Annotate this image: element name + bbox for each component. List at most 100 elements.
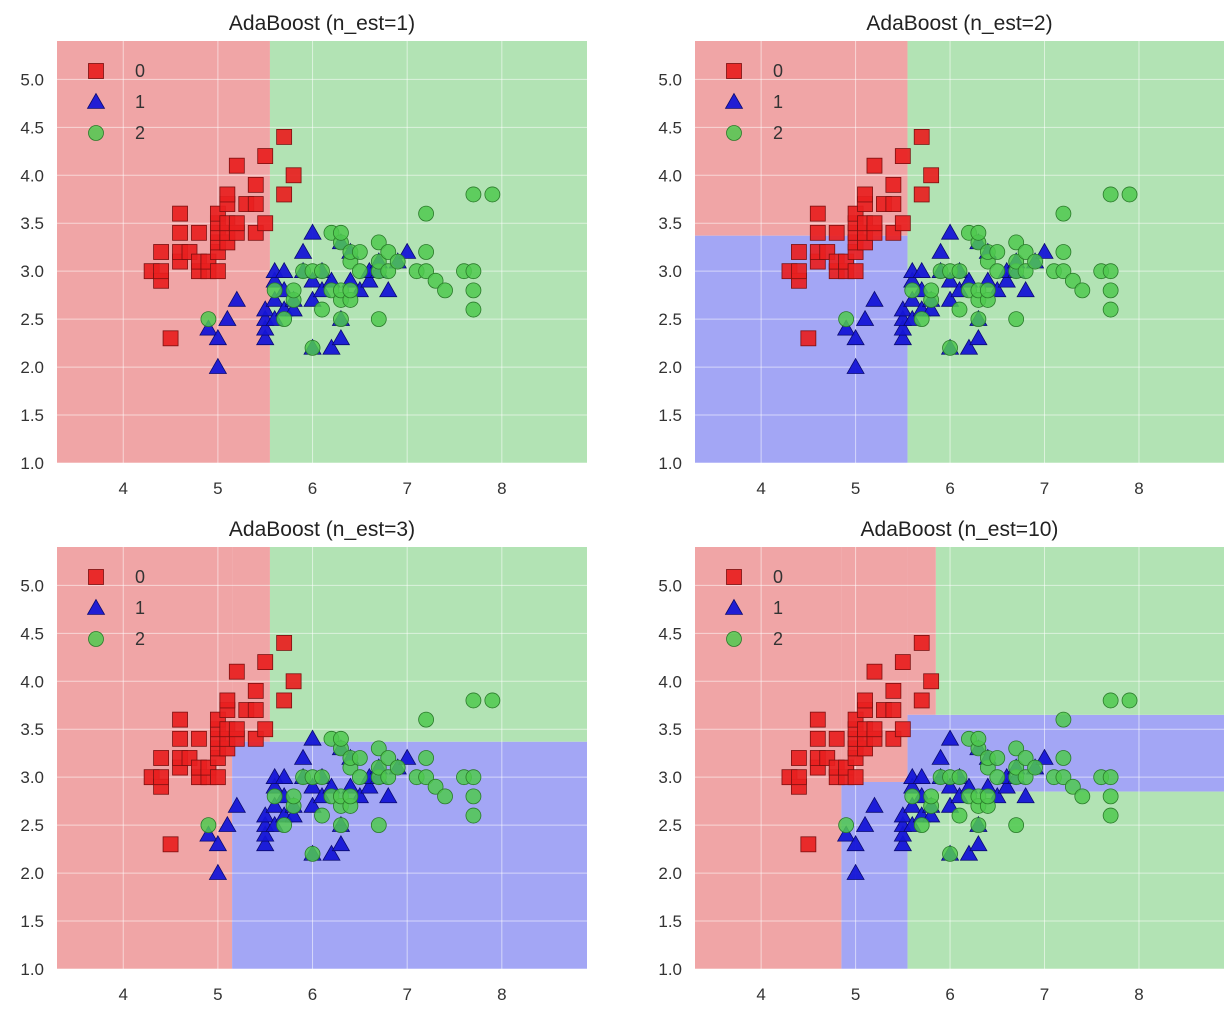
chart-panel-2: AdaBoost (n_est=2) 4 5 6 7 8 1.0 1.5 2.0 2.5 3.0 3.… bbox=[658, 12, 1224, 498]
point-class-1 bbox=[199, 825, 218, 842]
point-class-2 bbox=[1074, 282, 1091, 299]
y-tick-label: 4.0 bbox=[20, 166, 44, 185]
point-class-1 bbox=[360, 271, 379, 288]
point-class-0 bbox=[153, 263, 170, 280]
point-class-1 bbox=[865, 796, 884, 813]
point-class-2 bbox=[351, 263, 368, 280]
point-class-1 bbox=[218, 309, 237, 326]
chart-title: AdaBoost (n_est=2) bbox=[866, 12, 1052, 35]
point-class-2 bbox=[465, 769, 482, 786]
point-class-2 bbox=[427, 272, 444, 289]
point-class-2 bbox=[942, 340, 958, 356]
point-class-1 bbox=[921, 806, 941, 823]
point-class-1 bbox=[836, 825, 856, 842]
chart-title: AdaBoost (n_est=3) bbox=[229, 518, 415, 541]
point-class-1 bbox=[855, 815, 875, 832]
point-class-2 bbox=[333, 224, 349, 241]
point-class-1 bbox=[912, 767, 931, 784]
point-class-0 bbox=[153, 750, 170, 766]
legend-marker-class-1 bbox=[86, 92, 106, 109]
point-class-1 bbox=[940, 729, 960, 746]
y-tick-label: 1.0 bbox=[658, 960, 682, 979]
point-class-2 bbox=[418, 769, 435, 786]
point-class-0 bbox=[866, 721, 883, 738]
point-class-1 bbox=[256, 806, 275, 823]
point-class-2 bbox=[304, 340, 321, 356]
point-class-2 bbox=[437, 282, 453, 299]
point-class-0 bbox=[247, 176, 264, 193]
point-class-1 bbox=[360, 777, 379, 794]
point-class-2 bbox=[465, 186, 482, 203]
y-tick-label: 1.0 bbox=[658, 454, 682, 473]
y-tick-label: 3.0 bbox=[658, 262, 682, 281]
point-class-1 bbox=[855, 309, 875, 326]
point-class-2 bbox=[370, 253, 387, 270]
x-tick-label: 4 bbox=[119, 985, 128, 1004]
point-class-2 bbox=[1102, 769, 1119, 786]
y-tick-label: 5.0 bbox=[658, 576, 682, 595]
point-class-0 bbox=[191, 224, 207, 241]
point-class-1 bbox=[997, 271, 1016, 288]
point-class-1 bbox=[893, 835, 913, 852]
point-class-2 bbox=[951, 263, 968, 280]
chart-panel-4: AdaBoost (n_est=10) 4 5 6 7 8 1.0 1.5 2.0 2.5 3.0 3… bbox=[658, 518, 1224, 1004]
y-tick-label: 5.0 bbox=[658, 70, 682, 89]
point-class-2 bbox=[1102, 807, 1119, 824]
point-class-2 bbox=[370, 311, 387, 328]
point-class-1 bbox=[846, 835, 865, 852]
y-tick-label: 3.0 bbox=[20, 768, 44, 787]
y-tick-label: 2.0 bbox=[20, 864, 44, 883]
point-class-1 bbox=[931, 748, 950, 765]
point-class-2 bbox=[1102, 186, 1119, 203]
x-tick-label: 7 bbox=[1040, 479, 1049, 498]
point-class-0 bbox=[923, 167, 940, 184]
point-class-0 bbox=[247, 702, 264, 718]
point-class-2 bbox=[314, 263, 330, 280]
point-class-0 bbox=[228, 721, 245, 738]
y-tick-label: 3.0 bbox=[658, 768, 682, 787]
legend-label-class-0: 0 bbox=[773, 61, 783, 81]
point-class-2 bbox=[838, 311, 855, 328]
point-class-2 bbox=[389, 253, 406, 270]
point-class-1 bbox=[893, 329, 913, 346]
legend-label-class-0: 0 bbox=[135, 567, 145, 587]
point-class-0 bbox=[894, 215, 911, 232]
legend-label-class-2: 2 bbox=[773, 123, 783, 143]
y-tick-label: 3.5 bbox=[20, 214, 44, 233]
point-class-2 bbox=[1102, 301, 1119, 318]
point-class-2 bbox=[1074, 788, 1091, 805]
point-class-2 bbox=[970, 817, 987, 834]
x-tick-label: 4 bbox=[119, 479, 128, 498]
y-tick-label: 4.0 bbox=[658, 166, 682, 185]
point-class-1 bbox=[303, 796, 322, 813]
point-class-0 bbox=[847, 769, 864, 786]
legend-label-class-2: 2 bbox=[135, 123, 145, 143]
point-class-2 bbox=[418, 205, 435, 222]
point-class-2 bbox=[333, 311, 349, 328]
point-class-1 bbox=[1035, 748, 1054, 765]
point-class-2 bbox=[418, 263, 435, 280]
point-class-2 bbox=[951, 769, 968, 786]
decision-region-class-2 bbox=[269, 547, 587, 742]
point-class-2 bbox=[285, 282, 302, 299]
point-class-2 bbox=[380, 769, 397, 786]
point-class-2 bbox=[285, 788, 302, 805]
point-class-2 bbox=[427, 778, 444, 795]
legend-label-class-1: 1 bbox=[135, 598, 145, 618]
point-class-0 bbox=[257, 721, 274, 738]
y-tick-label: 4.0 bbox=[20, 672, 44, 691]
point-class-2 bbox=[979, 282, 996, 299]
x-tick-label: 5 bbox=[851, 479, 860, 498]
point-class-1 bbox=[303, 729, 322, 746]
point-class-1 bbox=[397, 748, 417, 765]
data-points bbox=[143, 635, 501, 880]
point-class-2 bbox=[1027, 759, 1043, 776]
point-class-0 bbox=[847, 263, 864, 280]
point-class-0 bbox=[913, 129, 930, 145]
point-class-1 bbox=[256, 319, 275, 336]
point-class-1 bbox=[959, 844, 979, 861]
point-class-2 bbox=[942, 846, 958, 862]
legend-label-class-1: 1 bbox=[135, 92, 145, 112]
y-tick-label: 5.0 bbox=[20, 70, 44, 89]
point-class-2 bbox=[989, 750, 1006, 766]
